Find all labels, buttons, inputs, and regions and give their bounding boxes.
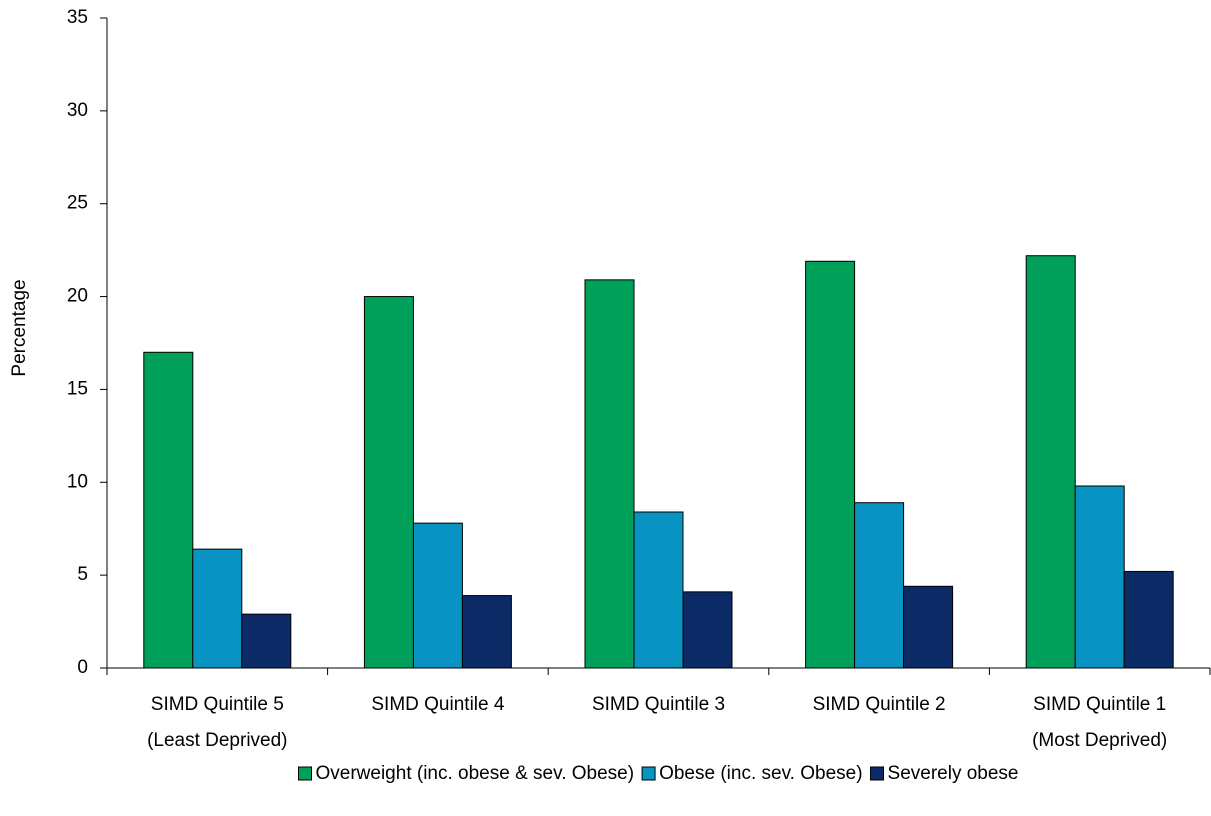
bar <box>682 591 733 669</box>
x-tick-label: (Least Deprived) <box>147 730 287 751</box>
bar <box>461 595 512 669</box>
bar <box>584 279 635 669</box>
bar <box>854 502 905 669</box>
y-tick-label: 0 <box>77 657 88 678</box>
y-tick-label: 15 <box>67 378 88 399</box>
bar <box>143 351 194 669</box>
bar <box>1123 570 1174 669</box>
bar <box>1025 255 1076 669</box>
legend-label: Severely obese <box>888 763 1019 784</box>
x-tick-label: SIMD Quintile 3 <box>592 694 725 715</box>
bar <box>805 260 856 669</box>
bar <box>241 613 292 669</box>
x-tick-label: SIMD Quintile 1 <box>1033 694 1166 715</box>
y-axis-label: Percentage <box>9 279 30 376</box>
x-tick-label: SIMD Quintile 4 <box>371 694 504 715</box>
y-tick-label: 25 <box>67 193 88 214</box>
x-tick-label: SIMD Quintile 2 <box>813 694 946 715</box>
x-tick-label: (Most Deprived) <box>1032 730 1167 751</box>
bar <box>633 511 684 669</box>
legend-swatch <box>870 766 885 781</box>
legend-swatch <box>641 766 656 781</box>
y-tick-label: 30 <box>67 100 88 121</box>
y-tick-label: 10 <box>67 471 88 492</box>
bar <box>412 522 463 669</box>
bar <box>192 548 243 669</box>
bar <box>363 296 414 669</box>
legend-swatch <box>298 766 312 781</box>
bar <box>903 585 954 669</box>
x-tick-label: SIMD Quintile 5 <box>151 694 284 715</box>
y-tick-label: 5 <box>77 564 88 585</box>
legend-label: Overweight (inc. obese & sev. Obese) <box>316 763 635 784</box>
legend-label: Obese (inc. sev. Obese) <box>659 763 862 784</box>
bar <box>1074 485 1125 669</box>
y-tick-label: 20 <box>67 286 88 307</box>
y-tick-label: 35 <box>67 7 88 28</box>
